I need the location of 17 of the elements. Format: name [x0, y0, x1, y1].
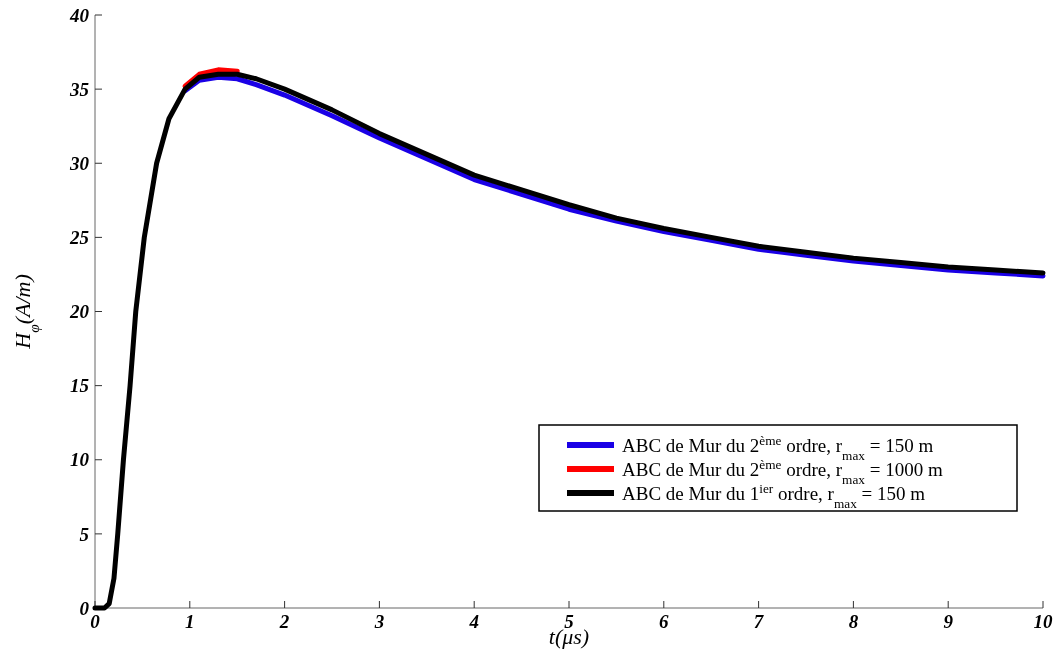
x-tick-label: 9 — [943, 611, 954, 632]
y-tick-label: 10 — [70, 449, 90, 471]
y-tick-label: 40 — [69, 4, 90, 26]
x-tick-label: 8 — [848, 611, 859, 632]
y-tick-label: 25 — [69, 227, 90, 249]
x-tick-label: 7 — [753, 611, 765, 632]
y-tick-label: 30 — [69, 152, 90, 174]
x-tick-label: 6 — [659, 611, 670, 632]
x-tick-label: 4 — [468, 611, 479, 632]
y-tick-label: 20 — [69, 301, 90, 323]
x-tick-label: 3 — [373, 611, 385, 632]
x-tick-label: 10 — [1033, 611, 1053, 632]
x-tick-label: 2 — [278, 611, 290, 632]
y-tick-label: 5 — [79, 523, 90, 545]
y-tick-label: 15 — [70, 375, 90, 397]
y-tick-label: 35 — [69, 78, 90, 100]
x-tick-label: 1 — [185, 611, 195, 632]
